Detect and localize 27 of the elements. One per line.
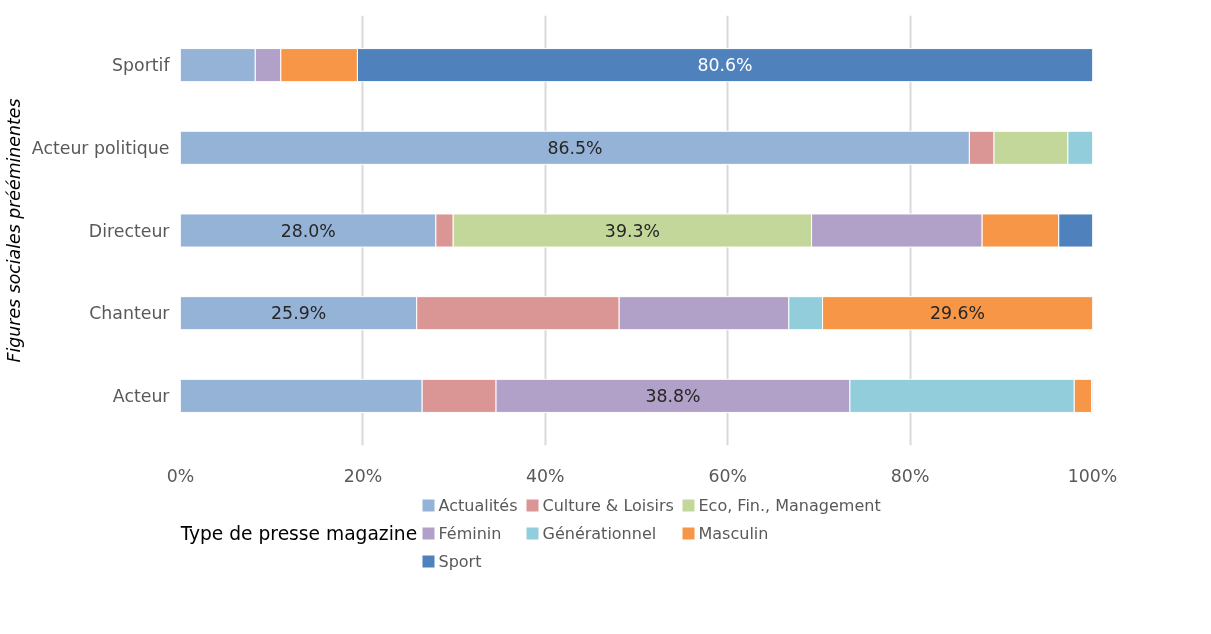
x-tick-label: 80% [890, 465, 930, 486]
data-label: 80.6% [697, 55, 753, 76]
x-tick-label: 40% [526, 465, 565, 486]
y-tick-label: Sportif [112, 55, 171, 76]
data-label: 86.5% [547, 137, 603, 158]
y-tick-label: Directeur [88, 220, 171, 241]
legend-label: Sport [438, 552, 482, 571]
legend-label: Masculin [698, 524, 769, 543]
y-axis-title: Figures sociales prééminentes [3, 98, 24, 363]
y-tick-label: Acteur [112, 385, 171, 406]
x-tick-label: 60% [708, 465, 747, 486]
y-tick-label: Chanteur [89, 303, 171, 324]
legend-label: Générationnel [542, 524, 657, 543]
data-label: 39.3% [604, 220, 660, 241]
x-tick-label: 100% [1067, 465, 1118, 486]
x-tick-label: 20% [343, 465, 383, 486]
legend-label: Culture & Loisirs [542, 496, 674, 515]
data-label: 25.9% [271, 303, 327, 324]
data-label: 29.6% [930, 303, 986, 324]
legend-title: Type de presse magazine [179, 523, 418, 544]
legend-label: Féminin [438, 524, 502, 543]
y-tick-label: Acteur politique [31, 137, 170, 158]
data-label: 38.8% [645, 385, 701, 406]
legend-label: Eco, Fin., Management [698, 496, 881, 515]
data-label: 28.0% [280, 220, 336, 241]
x-tick-label: 0% [166, 465, 195, 486]
legend-label: Actualités [438, 496, 518, 515]
